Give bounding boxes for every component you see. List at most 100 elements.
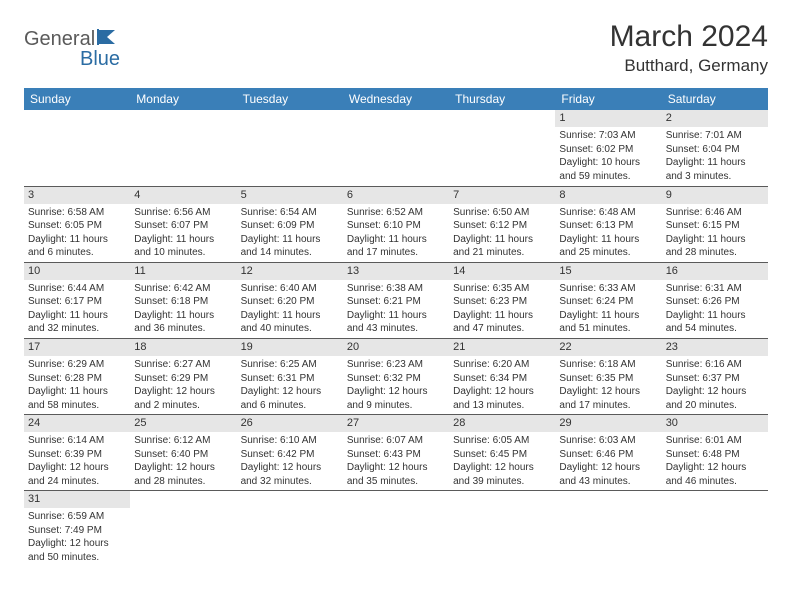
day-details: Sunrise: 6:07 AMSunset: 6:43 PMDaylight:… — [343, 432, 449, 490]
day-details: Sunrise: 6:54 AMSunset: 6:09 PMDaylight:… — [237, 204, 343, 262]
daylight-text: Daylight: 12 hours and 39 minutes. — [453, 461, 551, 488]
sunrise-text: Sunrise: 6:07 AM — [347, 434, 445, 448]
logo-sub: Blue — [24, 48, 120, 71]
sunrise-text: Sunrise: 6:58 AM — [28, 206, 126, 220]
day-number: 4 — [130, 187, 236, 204]
day-details: Sunrise: 6:20 AMSunset: 6:34 PMDaylight:… — [449, 356, 555, 414]
sunrise-text: Sunrise: 6:01 AM — [666, 434, 764, 448]
day-number: 29 — [555, 415, 661, 432]
weekday-header: Thursday — [449, 88, 555, 110]
sunrise-text: Sunrise: 6:20 AM — [453, 358, 551, 372]
sunset-text: Sunset: 6:02 PM — [559, 143, 657, 157]
calendar-day-cell: 15Sunrise: 6:33 AMSunset: 6:24 PMDayligh… — [555, 262, 661, 338]
calendar-day-cell — [237, 110, 343, 186]
sunset-text: Sunset: 6:31 PM — [241, 372, 339, 386]
day-number — [343, 110, 449, 114]
calendar-day-cell: 23Sunrise: 6:16 AMSunset: 6:37 PMDayligh… — [662, 338, 768, 414]
calendar-week-row: 24Sunrise: 6:14 AMSunset: 6:39 PMDayligh… — [24, 415, 768, 491]
calendar-day-cell: 18Sunrise: 6:27 AMSunset: 6:29 PMDayligh… — [130, 338, 236, 414]
sunset-text: Sunset: 6:12 PM — [453, 219, 551, 233]
daylight-text: Daylight: 12 hours and 28 minutes. — [134, 461, 232, 488]
calendar-day-cell: 19Sunrise: 6:25 AMSunset: 6:31 PMDayligh… — [237, 338, 343, 414]
sunrise-text: Sunrise: 6:59 AM — [28, 510, 126, 524]
daylight-text: Daylight: 12 hours and 2 minutes. — [134, 385, 232, 412]
sunrise-text: Sunrise: 6:54 AM — [241, 206, 339, 220]
sunset-text: Sunset: 6:17 PM — [28, 295, 126, 309]
day-details: Sunrise: 7:01 AMSunset: 6:04 PMDaylight:… — [662, 127, 768, 185]
daylight-text: Daylight: 11 hours and 14 minutes. — [241, 233, 339, 260]
calendar-day-cell: 14Sunrise: 6:35 AMSunset: 6:23 PMDayligh… — [449, 262, 555, 338]
daylight-text: Daylight: 12 hours and 17 minutes. — [559, 385, 657, 412]
calendar-day-cell — [555, 491, 661, 567]
sunrise-text: Sunrise: 6:56 AM — [134, 206, 232, 220]
day-number: 25 — [130, 415, 236, 432]
day-details: Sunrise: 6:10 AMSunset: 6:42 PMDaylight:… — [237, 432, 343, 490]
calendar-day-cell: 13Sunrise: 6:38 AMSunset: 6:21 PMDayligh… — [343, 262, 449, 338]
day-details: Sunrise: 6:14 AMSunset: 6:39 PMDaylight:… — [24, 432, 130, 490]
day-number: 19 — [237, 339, 343, 356]
daylight-text: Daylight: 11 hours and 28 minutes. — [666, 233, 764, 260]
calendar-day-cell: 30Sunrise: 6:01 AMSunset: 6:48 PMDayligh… — [662, 415, 768, 491]
day-number: 5 — [237, 187, 343, 204]
daylight-text: Daylight: 11 hours and 40 minutes. — [241, 309, 339, 336]
sunset-text: Sunset: 6:42 PM — [241, 448, 339, 462]
sunset-text: Sunset: 6:34 PM — [453, 372, 551, 386]
sunrise-text: Sunrise: 6:14 AM — [28, 434, 126, 448]
sunrise-text: Sunrise: 6:23 AM — [347, 358, 445, 372]
calendar-day-cell: 28Sunrise: 6:05 AMSunset: 6:45 PMDayligh… — [449, 415, 555, 491]
daylight-text: Daylight: 11 hours and 25 minutes. — [559, 233, 657, 260]
sunrise-text: Sunrise: 6:29 AM — [28, 358, 126, 372]
sunrise-text: Sunrise: 6:48 AM — [559, 206, 657, 220]
month-title: March 2024 — [610, 20, 768, 54]
header: General March 2024 Butthard, Germany — [24, 20, 768, 76]
weekday-header: Wednesday — [343, 88, 449, 110]
day-details: Sunrise: 7:03 AMSunset: 6:02 PMDaylight:… — [555, 127, 661, 185]
day-number: 30 — [662, 415, 768, 432]
weekday-header: Tuesday — [237, 88, 343, 110]
day-number: 8 — [555, 187, 661, 204]
daylight-text: Daylight: 11 hours and 21 minutes. — [453, 233, 551, 260]
sunrise-text: Sunrise: 6:52 AM — [347, 206, 445, 220]
calendar-day-cell — [662, 491, 768, 567]
daylight-text: Daylight: 11 hours and 3 minutes. — [666, 156, 764, 183]
calendar-day-cell: 3Sunrise: 6:58 AMSunset: 6:05 PMDaylight… — [24, 186, 130, 262]
daylight-text: Daylight: 12 hours and 20 minutes. — [666, 385, 764, 412]
calendar-day-cell: 25Sunrise: 6:12 AMSunset: 6:40 PMDayligh… — [130, 415, 236, 491]
sunset-text: Sunset: 6:43 PM — [347, 448, 445, 462]
day-number: 13 — [343, 263, 449, 280]
daylight-text: Daylight: 11 hours and 6 minutes. — [28, 233, 126, 260]
sunset-text: Sunset: 6:32 PM — [347, 372, 445, 386]
sunset-text: Sunset: 6:05 PM — [28, 219, 126, 233]
day-number: 1 — [555, 110, 661, 127]
daylight-text: Daylight: 11 hours and 32 minutes. — [28, 309, 126, 336]
calendar-day-cell: 22Sunrise: 6:18 AMSunset: 6:35 PMDayligh… — [555, 338, 661, 414]
calendar-day-cell — [449, 110, 555, 186]
day-number — [237, 491, 343, 495]
day-details: Sunrise: 6:05 AMSunset: 6:45 PMDaylight:… — [449, 432, 555, 490]
day-number: 21 — [449, 339, 555, 356]
calendar-day-cell: 31Sunrise: 6:59 AMSunset: 7:49 PMDayligh… — [24, 491, 130, 567]
day-details: Sunrise: 6:50 AMSunset: 6:12 PMDaylight:… — [449, 204, 555, 262]
daylight-text: Daylight: 12 hours and 43 minutes. — [559, 461, 657, 488]
calendar-table: Sunday Monday Tuesday Wednesday Thursday… — [24, 88, 768, 567]
day-number: 16 — [662, 263, 768, 280]
day-number: 20 — [343, 339, 449, 356]
calendar-day-cell: 5Sunrise: 6:54 AMSunset: 6:09 PMDaylight… — [237, 186, 343, 262]
sunset-text: Sunset: 6:09 PM — [241, 219, 339, 233]
sunrise-text: Sunrise: 6:50 AM — [453, 206, 551, 220]
day-number: 26 — [237, 415, 343, 432]
calendar-day-cell — [449, 491, 555, 567]
calendar-day-cell: 9Sunrise: 6:46 AMSunset: 6:15 PMDaylight… — [662, 186, 768, 262]
daylight-text: Daylight: 12 hours and 24 minutes. — [28, 461, 126, 488]
logo: General — [24, 20, 121, 51]
day-number: 18 — [130, 339, 236, 356]
sunset-text: Sunset: 6:37 PM — [666, 372, 764, 386]
day-details: Sunrise: 6:48 AMSunset: 6:13 PMDaylight:… — [555, 204, 661, 262]
day-details: Sunrise: 6:29 AMSunset: 6:28 PMDaylight:… — [24, 356, 130, 414]
sunset-text: Sunset: 6:23 PM — [453, 295, 551, 309]
day-details: Sunrise: 6:31 AMSunset: 6:26 PMDaylight:… — [662, 280, 768, 338]
calendar-day-cell — [130, 110, 236, 186]
sunset-text: Sunset: 6:10 PM — [347, 219, 445, 233]
calendar-day-cell: 2Sunrise: 7:01 AMSunset: 6:04 PMDaylight… — [662, 110, 768, 186]
daylight-text: Daylight: 11 hours and 58 minutes. — [28, 385, 126, 412]
